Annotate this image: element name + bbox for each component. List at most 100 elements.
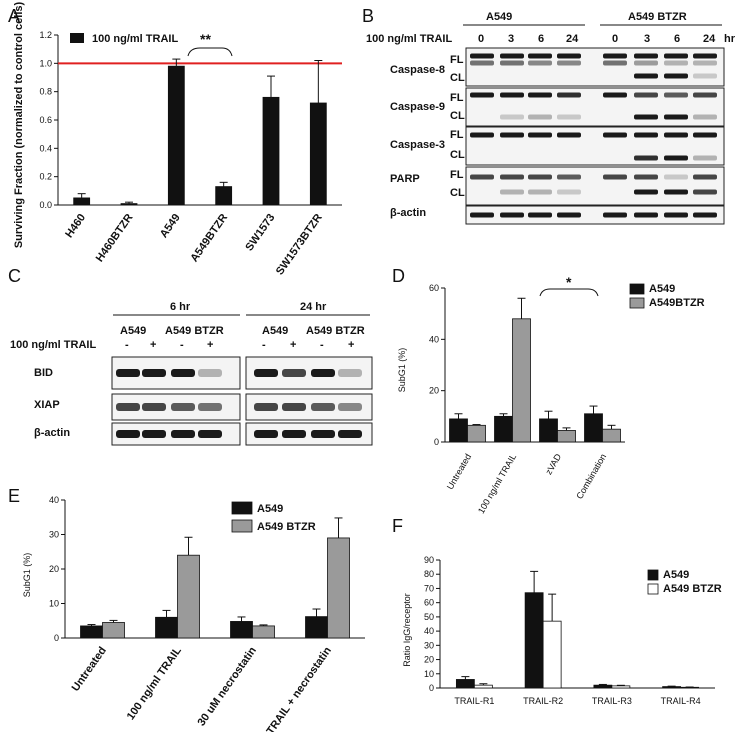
panel-d-signif: *	[566, 274, 572, 290]
blot-c-band	[338, 403, 362, 411]
panel-e-legend-label: A549	[257, 503, 283, 515]
panel-e-ytick-label: 20	[49, 564, 59, 574]
panel-f-ytick-label: 90	[424, 555, 434, 565]
blot-c-row-label: BID	[34, 367, 53, 379]
panel-d-chart: SubG1 (%) 0 20 40 60 Untreated 100 ng/ml TRAI…	[397, 274, 705, 515]
blot-c-band	[142, 430, 166, 438]
panel-d-bar	[449, 418, 468, 443]
blot-b-band	[664, 73, 688, 79]
blot-b-band	[500, 114, 524, 120]
blot-c-sign: +	[150, 339, 156, 351]
blot-b-membrane	[465, 205, 725, 225]
blot-b-band	[470, 132, 494, 138]
panel-d-ytick-label: 40	[429, 334, 439, 344]
blot-b-band	[664, 189, 688, 195]
blot-b-row-label: PARP	[390, 173, 420, 185]
panel-a-signif-bracket	[187, 47, 233, 57]
panel-e-bar	[327, 537, 350, 639]
blot-b-row-label: Caspase-8	[390, 64, 445, 76]
panel-e-legend-swatch	[231, 501, 253, 515]
blot-b-band	[500, 174, 524, 180]
panel-f-bar	[593, 684, 613, 689]
blot-c-cell-a2: A549	[262, 325, 288, 337]
panel-f-chart: Ratio IgG/receptor 0 10 20 30 40 50 60 70 80 90 TR…	[402, 555, 722, 706]
blot-c-sign: +	[207, 339, 213, 351]
panel-d-legend-label: A549	[649, 283, 675, 295]
panel-e-legend-swatch	[231, 519, 253, 533]
blot-b-band	[693, 53, 717, 59]
blot-b-time-2: 6	[538, 33, 544, 45]
blot-c-band	[198, 430, 222, 438]
panel-f-ytick-label: 20	[424, 655, 434, 665]
panel-a-category-label: A549	[158, 212, 183, 240]
panel-f-category-label: TRAIL-R3	[592, 696, 632, 706]
blot-b-band	[557, 92, 581, 98]
blot-b-band	[634, 132, 658, 138]
panel-e-bar	[155, 616, 178, 639]
blot-c-band	[254, 403, 278, 411]
panel-f-category-label: TRAIL-R4	[661, 696, 701, 706]
blot-b-band	[500, 60, 524, 66]
panel-f-ytick-label: 40	[424, 626, 434, 636]
blot-b-band	[500, 212, 524, 218]
blot-b-band	[634, 155, 658, 161]
blot-b-band	[664, 60, 688, 66]
panel-f-ytick-label: 70	[424, 583, 434, 593]
blot-b-band	[664, 92, 688, 98]
blot-b-row-label: β-actin	[390, 207, 426, 219]
blot-b-time-3: 24	[566, 33, 579, 45]
panel-a-bar	[309, 102, 327, 206]
panel-a-bar	[167, 65, 185, 206]
blot-b-fl: FL	[450, 129, 464, 141]
panel-a-bar	[262, 96, 280, 206]
panel-e-category-label: TRAIL + necrostatin	[264, 645, 334, 732]
panel-d-category-label: 100 ng/ml TRAIL	[476, 452, 518, 515]
panel-d-legend-swatch	[629, 283, 645, 295]
panel-f-ylabel: Ratio IgG/receptor	[402, 593, 412, 667]
panel-a-category-label: SW1573	[243, 212, 277, 253]
blot-b-band	[528, 114, 552, 120]
panel-a-ytick-label: 0.4	[39, 143, 52, 153]
blot-b-band	[634, 114, 658, 120]
blot-c-sign: -	[262, 339, 266, 351]
panel-e-bar	[102, 622, 125, 639]
blot-b-band	[470, 53, 494, 59]
blot-b-band	[470, 92, 494, 98]
blot-c-sign: -	[125, 339, 129, 351]
panel-a-bar	[73, 197, 91, 206]
blot-b-band	[693, 189, 717, 195]
blot-b-band	[693, 60, 717, 66]
panel-f-bar	[473, 684, 493, 689]
panel-d-legend-swatch	[629, 297, 645, 309]
panel-f-category-label: TRAIL-R2	[523, 696, 563, 706]
panel-e-bar	[177, 554, 200, 639]
blot-b-band	[603, 60, 627, 66]
blot-b-band	[470, 60, 494, 66]
panel-e-category-label: 30 uM necrostatin	[195, 645, 259, 729]
blot-b-band	[528, 174, 552, 180]
panel-d-legend-label: A549BTZR	[649, 297, 705, 309]
panel-d-bar	[584, 413, 603, 443]
blot-c-row-label: XIAP	[34, 399, 60, 411]
panel-d-signif-bracket	[539, 288, 599, 297]
panel-e-category-label: Untreated	[70, 645, 109, 694]
blot-c-sign: -	[320, 339, 324, 351]
blot-b-band	[634, 174, 658, 180]
panel-letter-a: A	[8, 6, 20, 26]
blot-b-band	[500, 92, 524, 98]
blot-c-membrane	[245, 422, 373, 446]
blot-c-band	[142, 369, 166, 377]
panel-d-ytick-label: 20	[429, 386, 439, 396]
blot-c-band	[171, 430, 195, 438]
panel-c-blots: 6 hr 24 hr A549 A549 BTZR A549 A549 BTZR…	[10, 301, 373, 446]
blot-b-time-4: 0	[612, 33, 618, 45]
panel-e-category-label: 100 ng/ml TRAIL	[125, 645, 184, 723]
panel-a-ylabel-text: Surviving Fraction (normalized to contro…	[13, 2, 25, 249]
panel-a-ytick-label: 0.0	[39, 200, 52, 210]
panel-d-category-label: Untreated	[445, 452, 473, 491]
panel-f-ytick-label: 50	[424, 612, 434, 622]
blot-b-band	[528, 92, 552, 98]
panel-a-ytick-label: 0.6	[39, 115, 52, 125]
panel-a-bar	[215, 186, 233, 206]
